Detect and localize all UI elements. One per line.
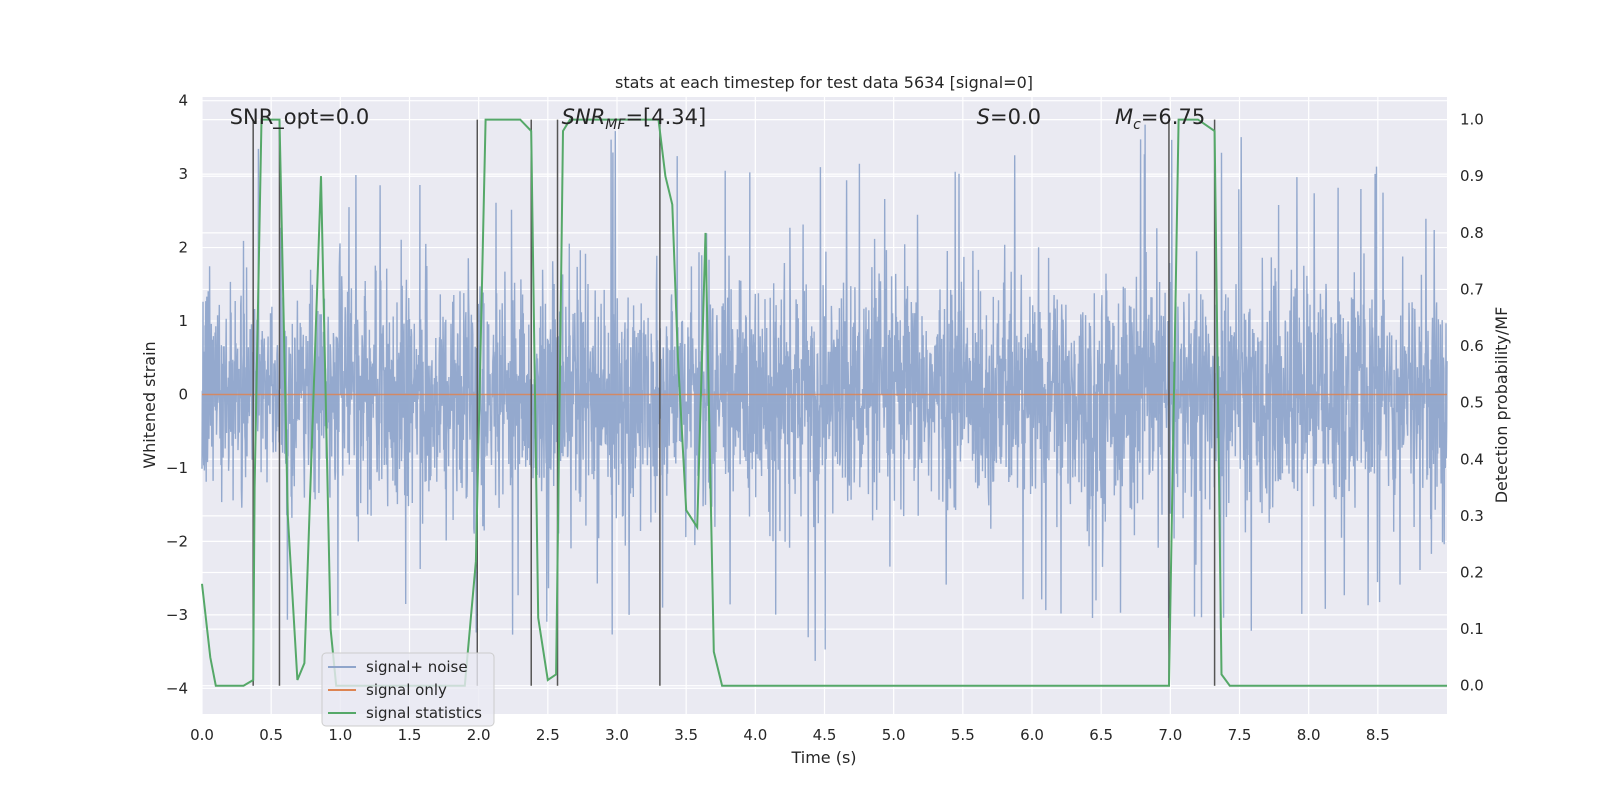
signal-statistics-line: [201, 118, 1447, 687]
legend: signal+ noise signal only signal statistic…: [321, 652, 495, 727]
y-tick-label: −4: [166, 679, 188, 697]
annotation-text: S=0.0: [977, 105, 1041, 129]
x-axis-label: Time (s): [790, 748, 856, 767]
annotations: SNR_opt=0.0 SNRMF=[4.34] S=0.0 Mc=6.75: [230, 105, 1206, 133]
y-tick-labels: 4 3 2 1 0 −1 −2 −3 −4: [166, 92, 188, 698]
y-tick-label: −2: [166, 532, 188, 550]
x-tick-labels: 0.0 0.5 1.0 1.5 2.0 2.5 3.0 3.5 4.0 4.5 5.0 5.5 6.0 6…: [190, 726, 1390, 744]
y-tick-label: 3: [178, 165, 188, 183]
y-right-tick-label: 0.5: [1460, 394, 1484, 412]
y-axis-right-label: Detection probability/MF: [1492, 307, 1511, 504]
y-right-tick-labels: 1.0 0.9 0.8 0.7 0.6 0.5 0.4 0.3 0.2 0.1 0.0: [1460, 111, 1484, 695]
x-tick-label: 5.0: [882, 726, 906, 744]
annotation-text: SNRMF=[4.34]: [562, 105, 707, 133]
y-right-tick-label: 0.1: [1460, 620, 1484, 638]
x-tick-label: 3.5: [674, 726, 698, 744]
y-right-tick-label: 0.0: [1460, 677, 1484, 695]
signal-noise-trace: [201, 124, 1448, 661]
legend-label: signal statistics: [366, 704, 482, 722]
y-tick-label: 0: [178, 385, 188, 403]
x-tick-label: 2.5: [536, 726, 560, 744]
y-right-tick-label: 0.6: [1460, 337, 1484, 355]
legend-label: signal only: [366, 681, 447, 699]
y-right-tick-label: 0.8: [1460, 224, 1484, 242]
y-right-tick-label: 0.7: [1460, 280, 1484, 298]
y-tick-label: 1: [178, 312, 188, 330]
signal-statistics-trace: [201, 118, 1447, 687]
x-tick-label: 1.5: [398, 726, 422, 744]
x-tick-label: 0.0: [190, 726, 214, 744]
x-tick-label: 4.5: [813, 726, 837, 744]
x-tick-label: 0.5: [259, 726, 283, 744]
x-tick-label: 2.0: [467, 726, 491, 744]
y-axis-label: Whitened strain: [140, 341, 159, 468]
annotation-text: Mc=6.75: [1115, 105, 1205, 133]
x-tick-label: 8.0: [1297, 726, 1321, 744]
y-right-tick-label: 0.4: [1460, 450, 1484, 468]
x-tick-label: 4.0: [743, 726, 767, 744]
y-tick-label: 2: [178, 239, 188, 257]
x-tick-label: 7.5: [1228, 726, 1252, 744]
y-right-tick-label: 1.0: [1460, 111, 1484, 129]
annotation-text: SNR_opt=0.0: [230, 105, 370, 130]
y-tick-label: −1: [166, 459, 188, 477]
x-tick-label: 5.5: [951, 726, 975, 744]
y-tick-label: −3: [166, 606, 188, 624]
x-tick-label: 3.0: [605, 726, 629, 744]
chart-title: stats at each timestep for test data 563…: [615, 73, 1033, 92]
vertical-markers: [252, 119, 1216, 686]
y-right-tick-label: 0.3: [1460, 507, 1484, 525]
x-tick-label: 8.5: [1366, 726, 1390, 744]
y-tick-label: 4: [178, 92, 188, 110]
x-tick-label: 6.5: [1089, 726, 1113, 744]
legend-box: [321, 652, 495, 727]
y-right-tick-label: 0.9: [1460, 167, 1484, 185]
y-right-tick-label: 0.2: [1460, 563, 1484, 581]
x-tick-label: 6.0: [1020, 726, 1044, 744]
legend-label: signal+ noise: [366, 658, 468, 676]
x-tick-label: 7.0: [1158, 726, 1182, 744]
signal-noise-line: [201, 124, 1448, 661]
x-tick-label: 1.0: [328, 726, 352, 744]
